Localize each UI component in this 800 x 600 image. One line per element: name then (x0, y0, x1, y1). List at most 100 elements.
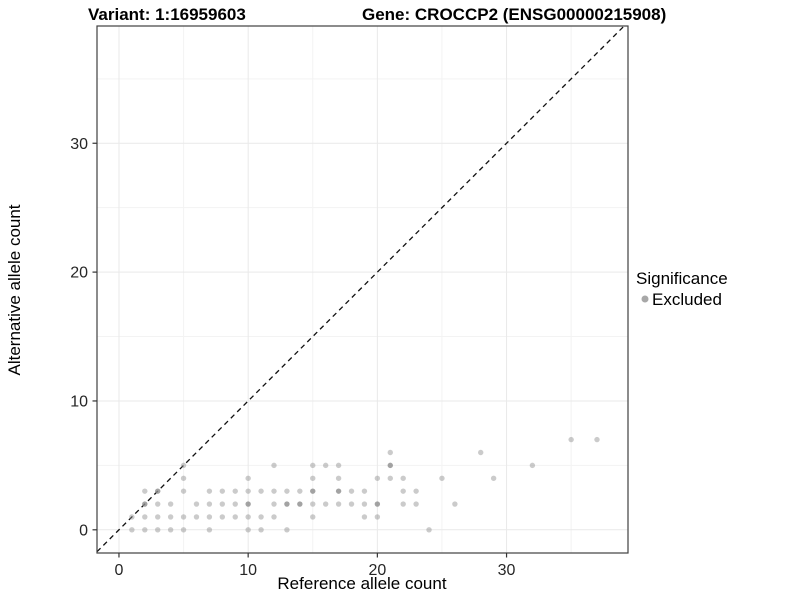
data-point (206, 488, 213, 494)
y-tick-label: 20 (70, 265, 88, 282)
data-point (387, 449, 393, 456)
data-point (155, 501, 161, 507)
data-point (335, 475, 342, 481)
plot-title-gene: Gene: CROCCP2 (ENSG00000215908) (362, 5, 666, 24)
data-point (413, 488, 419, 494)
data-point (155, 514, 161, 520)
y-tick-label: 0 (79, 522, 88, 539)
axis-tick-marks (92, 142, 508, 558)
data-point (219, 488, 226, 494)
data-point (167, 501, 174, 507)
axis-tick-labels: 0 10 20 30 0 10 20 30 (70, 136, 515, 579)
legend-title: Significance (636, 269, 728, 288)
data-point (297, 501, 303, 507)
data-point (129, 527, 135, 533)
data-point (568, 436, 574, 443)
data-point (335, 501, 342, 507)
data-point (322, 462, 329, 469)
data-point (348, 488, 355, 494)
data-point (155, 488, 161, 494)
data-point (271, 488, 277, 494)
data-point (271, 501, 277, 507)
data-point (245, 514, 251, 520)
data-point (142, 527, 148, 533)
data-point (426, 527, 432, 533)
grid-minor-lines (97, 26, 628, 553)
data-point (361, 488, 368, 494)
data-point (180, 514, 187, 520)
data-point (167, 527, 174, 533)
data-point (206, 527, 213, 533)
data-point (142, 488, 148, 494)
data-point (387, 475, 393, 481)
data-point (206, 501, 213, 507)
data-points-layer (129, 436, 600, 533)
data-point (387, 462, 393, 469)
data-point (245, 501, 251, 507)
x-tick-label: 10 (239, 562, 257, 579)
data-point (413, 501, 419, 507)
data-point (310, 488, 316, 494)
data-point (400, 475, 406, 481)
data-point (284, 488, 290, 494)
grid-major-lines (97, 26, 628, 553)
x-axis-title: Reference allele count (277, 574, 446, 593)
data-point (310, 501, 316, 507)
data-point (142, 514, 148, 520)
data-point (297, 488, 303, 494)
panel-border (96, 25, 629, 554)
legend-label-excluded: Excluded (652, 290, 722, 309)
data-point (258, 527, 264, 533)
y-axis-title: Alternative allele count (5, 204, 24, 375)
data-point (400, 501, 406, 507)
data-point (594, 436, 600, 443)
data-point (310, 514, 316, 520)
data-point (180, 488, 187, 494)
data-point (180, 475, 187, 481)
data-point (284, 501, 290, 507)
x-tick-label: 20 (368, 562, 386, 579)
data-point (219, 501, 226, 507)
data-point (167, 514, 174, 520)
data-point (335, 488, 342, 494)
x-tick-label: 0 (115, 562, 124, 579)
data-point (142, 501, 148, 507)
data-point (271, 462, 277, 469)
data-point (348, 501, 355, 507)
data-point (245, 527, 251, 533)
data-point (310, 475, 316, 481)
data-point (322, 501, 329, 507)
data-point (219, 514, 226, 520)
data-point (245, 488, 251, 494)
y-tick-label: 30 (70, 136, 88, 153)
data-point (478, 449, 484, 456)
data-point (529, 462, 536, 469)
data-point (129, 514, 135, 520)
data-point (232, 514, 238, 520)
data-point (284, 527, 290, 533)
panel-border-rect (96, 25, 629, 554)
data-point (374, 475, 381, 481)
data-point (193, 514, 200, 520)
excluded-legend-dot-icon (641, 295, 649, 303)
data-point (180, 462, 187, 469)
data-point (374, 501, 381, 507)
x-tick-label: 30 (498, 562, 516, 579)
data-point (400, 488, 406, 494)
data-point (361, 501, 368, 507)
data-point (232, 501, 238, 507)
data-point (271, 514, 277, 520)
legend: Significance Excluded (636, 269, 728, 309)
data-point (180, 527, 187, 533)
data-point (232, 488, 238, 494)
data-point (310, 462, 316, 469)
data-point (374, 514, 381, 520)
data-point (361, 514, 368, 520)
data-point (439, 475, 445, 481)
data-point (452, 501, 458, 507)
data-point (258, 488, 264, 494)
data-point (245, 475, 251, 481)
